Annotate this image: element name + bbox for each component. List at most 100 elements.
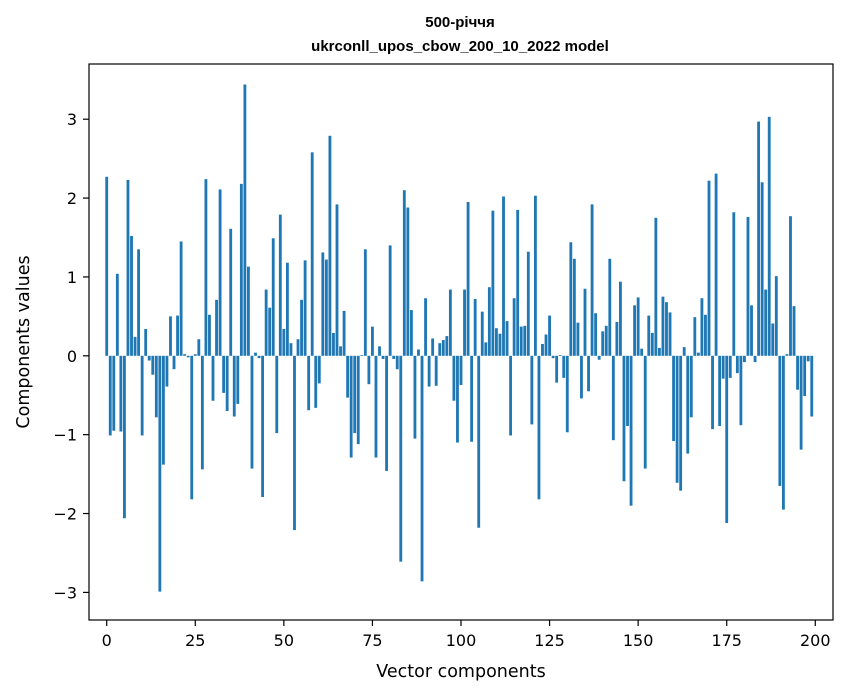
bar (636, 297, 640, 356)
bar (402, 190, 406, 356)
bar (484, 342, 488, 356)
bar (672, 355, 675, 441)
bar (147, 355, 151, 361)
bar (349, 355, 353, 458)
bar (250, 355, 254, 469)
bar (438, 343, 442, 356)
bar (477, 355, 481, 528)
bar (225, 355, 229, 412)
bar (307, 355, 311, 411)
bar (356, 355, 360, 445)
bar (604, 325, 608, 356)
y-axis-label: Components values (14, 255, 34, 428)
bar (335, 204, 339, 356)
bar (271, 238, 275, 356)
bar (806, 355, 810, 362)
bar (803, 355, 807, 397)
bar (257, 355, 261, 359)
bar (179, 241, 183, 356)
bar (693, 317, 697, 356)
bar (445, 336, 449, 356)
bar (208, 314, 211, 356)
bar (388, 245, 392, 356)
bar (728, 355, 732, 378)
y-tick-label: 3 (67, 110, 77, 129)
bars-group (105, 84, 814, 592)
bar (533, 195, 537, 356)
bar (753, 355, 757, 363)
bar (264, 289, 268, 356)
bar (108, 355, 112, 436)
bar (300, 299, 303, 356)
bar (151, 355, 155, 375)
bar (385, 355, 389, 471)
bar (650, 332, 654, 356)
y-tick-label: −2 (53, 505, 77, 524)
bar (657, 347, 661, 356)
plot-frame (88, 63, 834, 621)
bar (572, 258, 576, 356)
bar (654, 217, 658, 356)
bar (601, 331, 605, 356)
bar (732, 212, 736, 356)
bar (523, 325, 527, 356)
bar (668, 312, 672, 356)
bar (137, 249, 141, 356)
bar (647, 315, 651, 356)
bar (130, 235, 133, 356)
bar (406, 207, 410, 356)
bar (739, 355, 743, 426)
bar (679, 355, 683, 491)
bar (495, 328, 498, 356)
bar (186, 355, 190, 358)
bar (810, 355, 814, 417)
bar (597, 355, 601, 360)
bar (144, 328, 148, 356)
bar (115, 273, 119, 356)
bar (661, 296, 665, 356)
bar (289, 343, 293, 356)
bar (505, 321, 509, 356)
bar (332, 332, 335, 356)
bar (452, 355, 456, 401)
bar (544, 334, 548, 356)
bar (247, 266, 250, 356)
bar (378, 346, 381, 356)
bar (569, 242, 573, 356)
x-tick-label: 25 (185, 631, 205, 650)
bar (466, 202, 470, 356)
bar (583, 288, 587, 356)
bar (796, 355, 799, 390)
bar (399, 355, 403, 562)
bar (172, 355, 176, 370)
bar (743, 355, 746, 363)
bar (275, 355, 279, 434)
bar (282, 328, 286, 356)
bar (619, 281, 622, 356)
bar (371, 326, 374, 356)
bar (707, 180, 711, 356)
x-axis-label: Vector components (376, 662, 545, 682)
bar (427, 355, 431, 387)
bar (558, 355, 562, 356)
bar (232, 355, 236, 417)
y-axis-ticks: −3 −2 −1 0 1 2 3 (53, 110, 89, 602)
bar (587, 355, 590, 392)
bar (293, 355, 296, 531)
bar (395, 355, 399, 370)
bar (119, 355, 123, 432)
bar (363, 249, 367, 356)
bar (735, 355, 739, 374)
bar (491, 210, 495, 356)
bar (774, 276, 778, 356)
y-tick-label: 1 (67, 268, 77, 287)
bar (516, 209, 520, 356)
bar (480, 311, 484, 356)
bar (633, 305, 637, 356)
bar (193, 354, 197, 356)
bar (555, 355, 559, 383)
bar (725, 355, 729, 523)
bar (456, 355, 459, 443)
x-tick-label: 175 (711, 631, 742, 650)
bar (608, 258, 612, 356)
